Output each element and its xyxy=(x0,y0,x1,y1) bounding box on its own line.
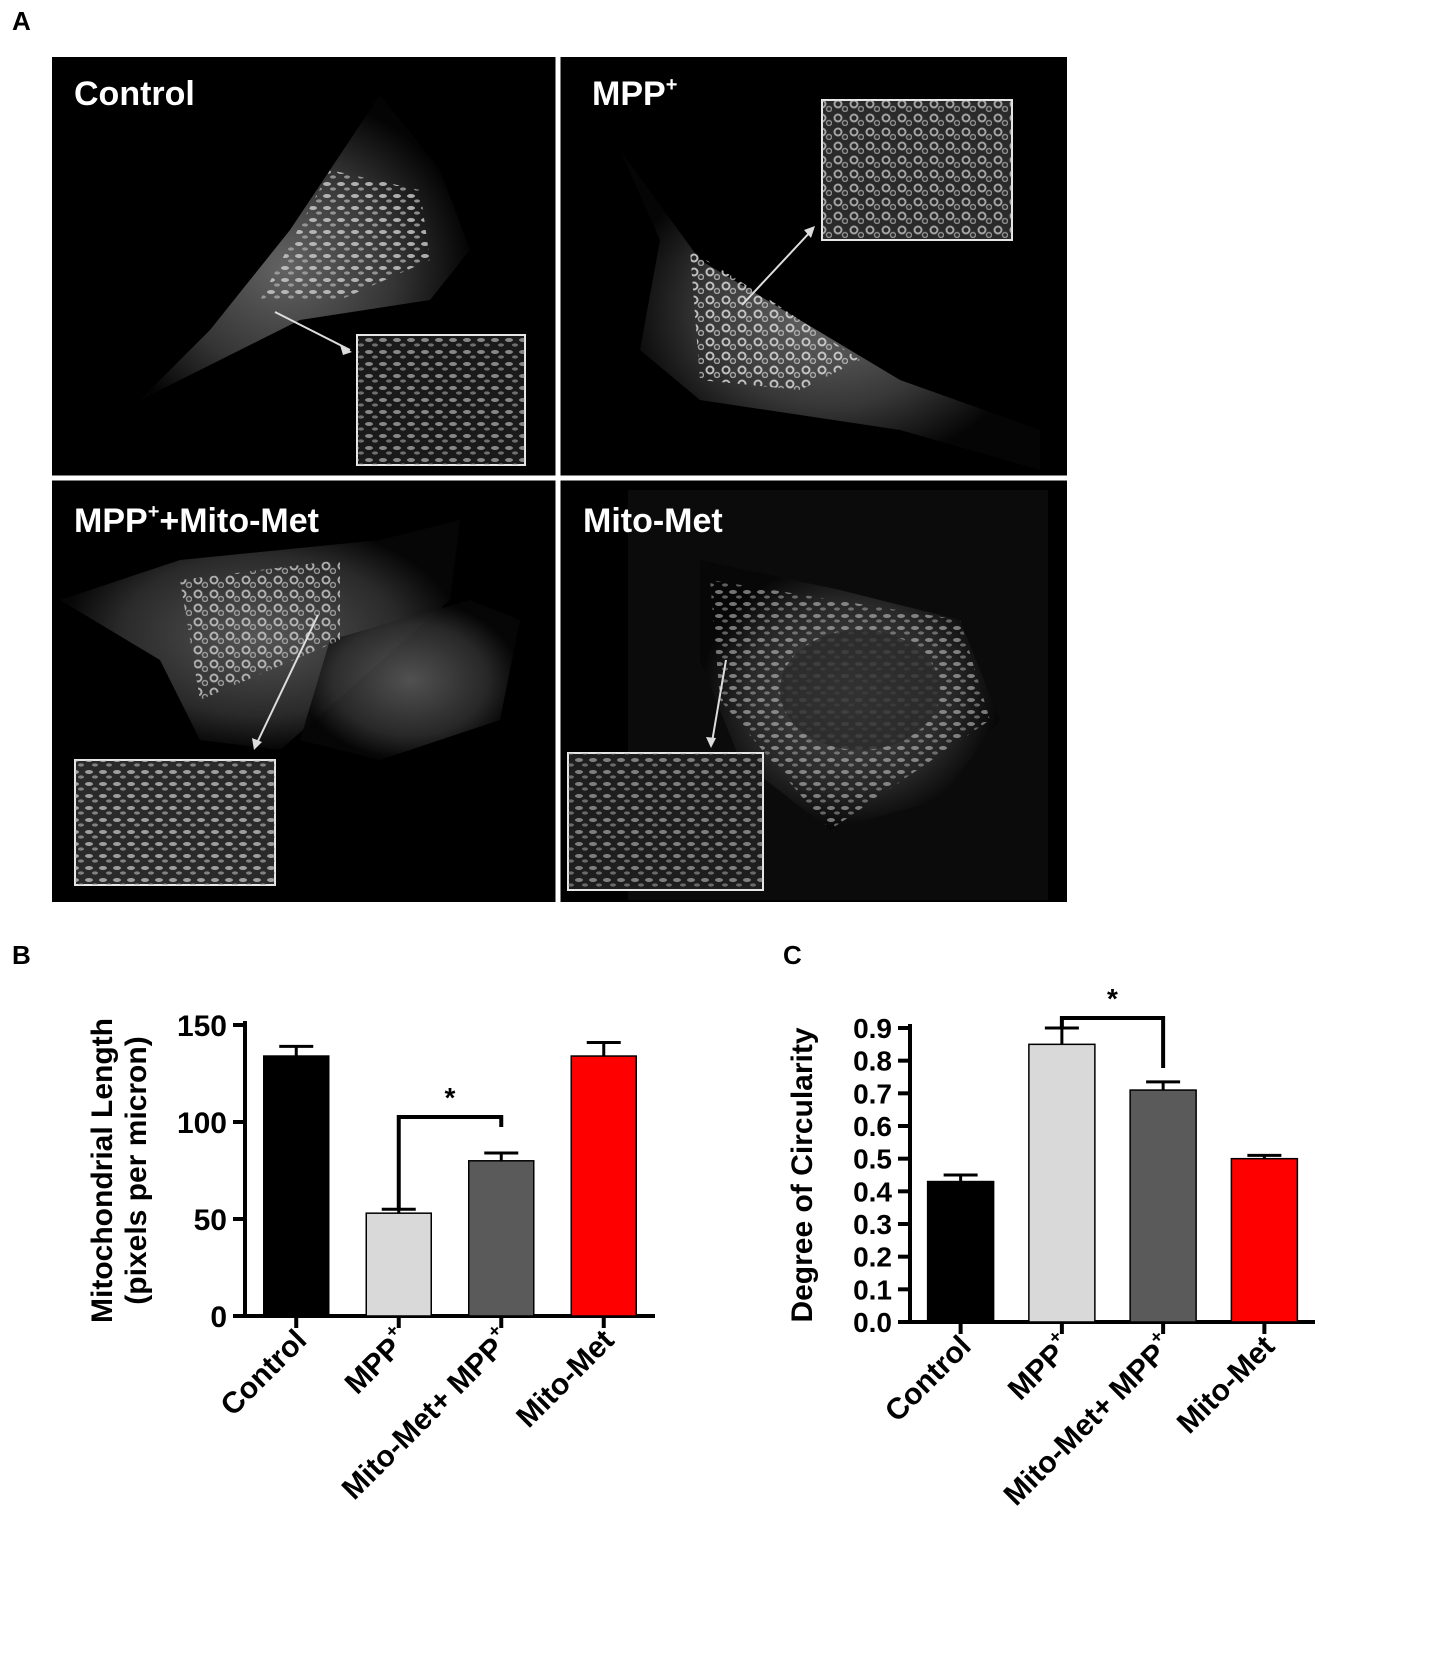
micrograph-control: Control xyxy=(74,75,526,466)
bar xyxy=(570,1055,637,1317)
significance-star: * xyxy=(445,1082,456,1113)
y-tick-label: 100 xyxy=(177,1107,227,1140)
micrograph-label-control: Control xyxy=(74,75,195,113)
panel-letter-c: C xyxy=(783,940,802,970)
bar xyxy=(926,1180,995,1323)
x-category-label: Control xyxy=(879,1330,978,1429)
micrograph-label-mitomet: Mito-Met xyxy=(583,502,723,540)
y-tick-label: 0.8 xyxy=(853,1046,892,1077)
micrograph-panel: Control MPP+ MPP++Mito-Met Mito-Met xyxy=(52,57,1067,902)
x-category-label: MPP+ xyxy=(334,1319,415,1400)
panel-letter-a: A xyxy=(12,6,31,36)
y-tick-label: 0.5 xyxy=(853,1144,892,1175)
y-tick-label: 150 xyxy=(177,1010,227,1043)
y-tick-label: 0 xyxy=(210,1301,227,1334)
y-tick-label: 50 xyxy=(194,1204,227,1237)
y-axis-title: Degree of Circularity xyxy=(786,1027,819,1322)
y-tick-label: 0.9 xyxy=(853,1013,892,1044)
significance-bracket xyxy=(1059,1016,1166,1068)
micrograph-mpp: MPP+ xyxy=(592,74,1040,470)
x-category-label: MPP+ xyxy=(998,1325,1079,1406)
y-tick-label: 0.6 xyxy=(853,1111,892,1142)
y-tick-label: 0.1 xyxy=(853,1274,892,1305)
significance-bracket xyxy=(396,1115,504,1210)
panel-letter-b: B xyxy=(12,940,31,970)
bar xyxy=(1129,1089,1197,1323)
y-tick-label: 0.3 xyxy=(853,1209,892,1240)
y-axis-title: Mitochondrial Length xyxy=(86,1018,119,1323)
x-category-label: Mito-Met xyxy=(510,1324,621,1435)
y-axis-subtitle: (pixels per micron) xyxy=(120,1036,153,1304)
x-category-label: Mito-Met+ MPP+ xyxy=(993,1325,1180,1512)
micrograph-mitomet: Mito-Met xyxy=(567,490,1048,900)
bar xyxy=(1028,1043,1096,1323)
y-tick-label: 0.0 xyxy=(853,1307,892,1338)
bar xyxy=(365,1212,432,1317)
y-tick-label: 0.2 xyxy=(853,1242,892,1273)
bar xyxy=(1230,1157,1299,1323)
micrograph-label-mpp-mitomet: MPP++Mito-Met xyxy=(74,501,319,540)
y-tick-label: 0.4 xyxy=(853,1176,892,1207)
bar xyxy=(263,1055,330,1317)
x-category-label: Mito-Met xyxy=(1171,1330,1282,1441)
micrograph-mpp-mitomet: MPP++Mito-Met xyxy=(60,501,520,886)
x-category-label: Control xyxy=(214,1324,313,1423)
micrograph-label-mpp: MPP+ xyxy=(592,74,677,113)
x-category-label: Mito-Met+ MPP+ xyxy=(332,1319,519,1506)
y-tick-label: 0.7 xyxy=(853,1078,892,1109)
significance-star: * xyxy=(1107,983,1118,1014)
bar xyxy=(468,1160,535,1317)
